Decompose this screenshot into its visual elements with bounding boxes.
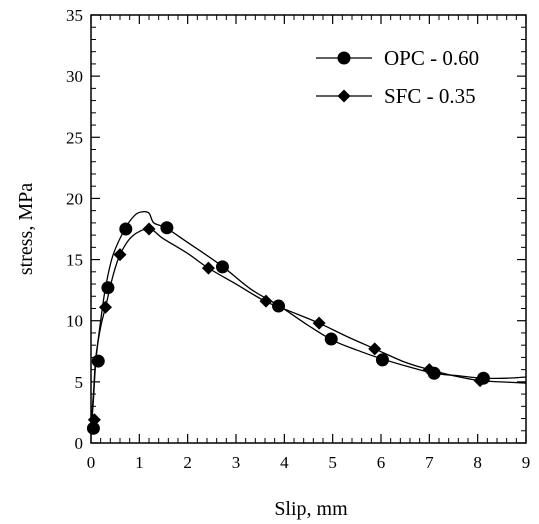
series-line-sfc — [91, 228, 526, 425]
data-point-sfc — [259, 294, 273, 308]
x-tick-label: 6 — [377, 453, 386, 472]
data-point-sfc — [113, 248, 127, 262]
x-axis-label: Slip, mm — [274, 498, 348, 520]
y-axis-label: stress, MPa — [15, 183, 37, 275]
x-tick-label: 2 — [183, 453, 192, 472]
legend-label-sfc: SFC - 0.35 — [384, 84, 476, 108]
data-point-opc — [375, 353, 389, 367]
y-tick-label: 10 — [66, 312, 83, 331]
data-point-opc — [86, 421, 100, 435]
x-tick-label: 4 — [280, 453, 289, 472]
y-tick-label: 35 — [66, 6, 83, 25]
y-tick-label: 30 — [66, 67, 83, 86]
y-tick-label: 25 — [66, 128, 83, 147]
x-tick-label: 9 — [522, 453, 531, 472]
data-point-sfc — [201, 261, 215, 275]
data-point-sfc — [142, 222, 156, 236]
legend-label-opc: OPC - 0.60 — [384, 46, 479, 70]
data-point-opc — [215, 260, 229, 274]
legend-marker-sfc — [337, 89, 351, 103]
data-point-sfc — [312, 316, 326, 330]
series-markers — [86, 221, 490, 435]
data-point-opc — [119, 222, 133, 236]
y-tick-label: 20 — [66, 189, 83, 208]
data-point-opc — [101, 281, 115, 295]
data-point-sfc — [368, 342, 382, 356]
legend-marker-opc — [337, 51, 351, 65]
plot-frame — [90, 14, 527, 444]
data-point-opc — [272, 299, 286, 313]
x-tick-label: 8 — [473, 453, 482, 472]
x-tick-label: 1 — [135, 453, 144, 472]
y-tick-label: 15 — [66, 251, 83, 270]
series-curves — [91, 210, 526, 431]
data-point-opc — [324, 332, 338, 346]
series-line-opc — [91, 210, 526, 431]
y-tick-label: 0 — [75, 434, 84, 453]
x-tick-label: 7 — [425, 453, 434, 472]
y-tick-label: 5 — [75, 373, 84, 392]
data-point-opc — [91, 354, 105, 368]
legend: OPC - 0.60 SFC - 0.35 — [316, 46, 479, 108]
x-axis-tick-labels: 0 1 2 3 4 5 6 7 8 9 — [87, 453, 531, 472]
x-tick-label: 3 — [232, 453, 241, 472]
x-tick-label: 5 — [328, 453, 337, 472]
data-point-opc — [160, 221, 174, 235]
data-point-sfc — [99, 300, 112, 314]
data-point-sfc — [473, 374, 487, 388]
y-axis-ticks — [91, 14, 526, 444]
y-axis-tick-labels: 0 5 10 15 20 25 30 35 — [66, 6, 83, 453]
x-axis-ticks — [90, 15, 527, 443]
data-point-sfc — [422, 363, 436, 377]
x-tick-label: 0 — [87, 453, 96, 472]
